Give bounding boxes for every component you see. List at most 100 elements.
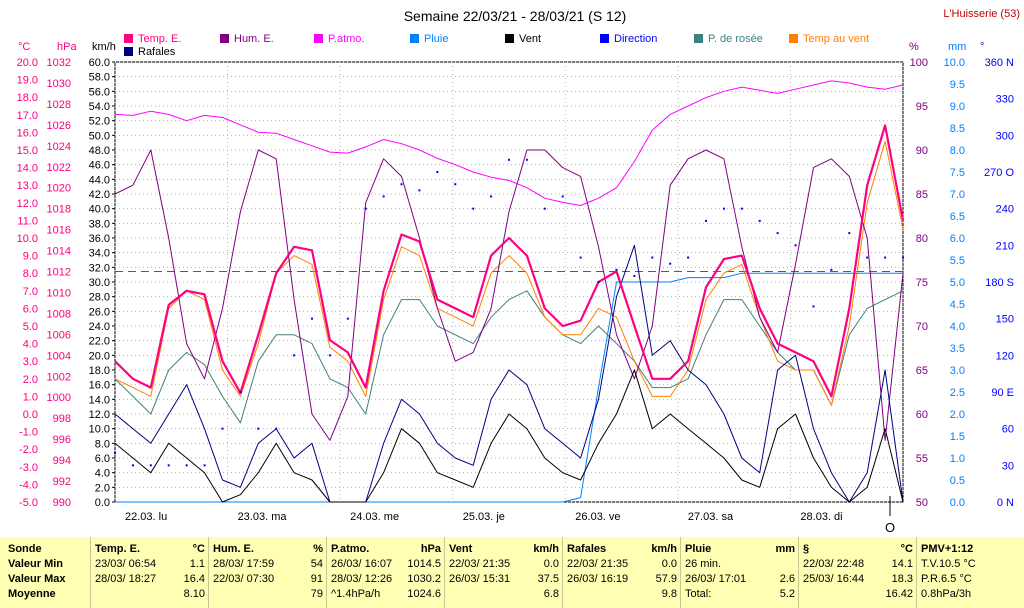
direction-point bbox=[543, 207, 546, 210]
y-tick-label-wind: 6.0 bbox=[95, 453, 110, 465]
summary-cell-value: 1030.2 bbox=[407, 573, 441, 585]
summary-cell-value: 54 bbox=[310, 558, 323, 570]
y-tick-label-rain: 6.0 bbox=[950, 233, 965, 245]
y-tick-label-press: 996 bbox=[53, 434, 71, 446]
summary-cell: 26/03/ 15:31 37.5 bbox=[449, 572, 559, 586]
y-tick-label-temp: -4.0 bbox=[19, 479, 38, 491]
series-line bbox=[114, 290, 904, 424]
y-tick-label-rain: 8.0 bbox=[950, 145, 965, 157]
summary-cell: ^1.4hPa/h 1024.6 bbox=[331, 587, 441, 601]
summary-cell-label: 22/03/ 07:30 bbox=[213, 573, 275, 585]
y-tick-label-temp: 8.0 bbox=[23, 268, 38, 280]
summary-cell-value: 14.1 bbox=[891, 558, 913, 570]
y-tick-label-dir: 270 O bbox=[984, 167, 1014, 179]
y-tick-label-temp: 7.0 bbox=[23, 286, 38, 298]
summary-cell: 26/03/ 16:07 1014.5 bbox=[331, 557, 441, 571]
summary-cell: Total: 5.2 bbox=[685, 587, 795, 601]
y-tick-label-press: 992 bbox=[53, 476, 71, 488]
legend-swatch bbox=[600, 34, 609, 43]
summary-cell-label: P.R.6.5 °C bbox=[921, 573, 972, 585]
summary-header-unit: hPa bbox=[420, 543, 441, 555]
y-tick-label-wind: 24.0 bbox=[89, 321, 110, 333]
summary-cell: 26 min. bbox=[685, 557, 795, 571]
summary-cell: 23/03/ 06:54 1.1 bbox=[95, 557, 205, 571]
marker-symbol: O bbox=[885, 520, 895, 535]
y-tick-label-press: 1016 bbox=[47, 225, 71, 237]
summary-header-unit: mm bbox=[775, 543, 795, 555]
direction-point bbox=[812, 305, 815, 308]
y-tick-label-temp: 13.0 bbox=[17, 180, 38, 192]
series-line bbox=[114, 149, 904, 441]
direction-point bbox=[579, 256, 582, 259]
y-tick-label-hum: 70 bbox=[916, 321, 928, 333]
y-tick-label-wind: 20.0 bbox=[89, 350, 110, 362]
legend-label: Direction bbox=[614, 33, 657, 45]
summary-row-label: Valeur Min bbox=[4, 557, 86, 571]
y-tick-label-dir: 90 E bbox=[991, 387, 1014, 399]
legend-swatch bbox=[124, 34, 133, 43]
summary-header-unit: km/h bbox=[533, 543, 559, 555]
summary-cell-value: 91 bbox=[310, 573, 323, 585]
direction-point bbox=[848, 232, 851, 235]
summary-header-title: Temp. E. bbox=[95, 543, 141, 555]
direction-point bbox=[436, 171, 439, 173]
direction-point bbox=[794, 244, 797, 247]
summary-cell: 16.42 bbox=[803, 587, 913, 601]
row-label: Valeur Min bbox=[8, 558, 64, 570]
summary-cell: 28/03/ 12:26 1030.2 bbox=[331, 572, 441, 586]
direction-point bbox=[418, 189, 421, 192]
y-tick-label-hum: 60 bbox=[916, 409, 928, 421]
summary-header-unit: km/h bbox=[651, 543, 677, 555]
summary-header: P.atmo. hPa bbox=[331, 542, 441, 556]
summary-column: PMV+1:12 T.V.10.5 °C P.R.6.5 °C 0.8hPa/3h bbox=[916, 537, 1024, 608]
direction-point bbox=[705, 219, 707, 222]
y-tick-label-temp: 12.0 bbox=[17, 198, 38, 210]
y-tick-label-press: 1030 bbox=[47, 78, 71, 90]
y-tick-label-dir: 300 bbox=[996, 130, 1014, 142]
legend-label: P.atmo. bbox=[328, 33, 365, 45]
direction-point bbox=[687, 256, 690, 259]
y-tick-label-wind: 60.0 bbox=[89, 57, 110, 69]
series-line bbox=[114, 369, 904, 503]
y-tick-label-wind: 52.0 bbox=[89, 116, 110, 128]
y-tick-label-temp: 14.0 bbox=[17, 163, 38, 175]
y-tick-label-wind: 0.0 bbox=[95, 497, 110, 509]
y-tick-label-rain: 7.0 bbox=[950, 189, 965, 201]
y-tick-label-rain: 4.0 bbox=[950, 321, 965, 333]
x-tick-label: 24.03. me bbox=[350, 511, 399, 523]
y-tick-label-hum: 85 bbox=[916, 189, 928, 201]
y-tick-label-press: 1026 bbox=[47, 120, 71, 132]
y-tick-label-temp: 3.0 bbox=[23, 356, 38, 368]
row-label: Valeur Max bbox=[8, 573, 66, 585]
summary-header: Vent km/h bbox=[449, 542, 559, 556]
summary-cell-label: 28/03/ 18:27 bbox=[95, 573, 157, 585]
y-tick-label-wind: 2.0 bbox=[95, 482, 110, 494]
y-tick-label-dir: 30 bbox=[1002, 460, 1014, 472]
summary-column: Pluie mm 26 min. 26/03/ 17:01 2.6 Total: 5.2 bbox=[680, 537, 799, 608]
x-tick-label: 25.03. je bbox=[463, 511, 505, 523]
axis-unit-temp: °C bbox=[18, 41, 30, 53]
summary-header-title: Hum. E. bbox=[213, 543, 254, 555]
summary-cell-value: 57.9 bbox=[655, 573, 677, 585]
summary-cell: 79 bbox=[213, 587, 323, 601]
y-tick-label-wind: 48.0 bbox=[89, 145, 110, 157]
axis-unit-hum: % bbox=[909, 41, 919, 53]
direction-point bbox=[257, 427, 260, 430]
y-tick-label-press: 1028 bbox=[47, 99, 71, 111]
summary-cell-value: 1.1 bbox=[189, 558, 205, 570]
row-label: Moyenne bbox=[8, 588, 56, 600]
y-tick-label-wind: 50.0 bbox=[89, 130, 110, 142]
y-tick-label-temp: -3.0 bbox=[19, 462, 38, 474]
y-tick-label-dir: 60 bbox=[1002, 424, 1014, 436]
summary-cell-label: 26/03/ 17:01 bbox=[685, 573, 747, 585]
y-tick-label-temp: 10.0 bbox=[17, 233, 38, 245]
y-tick-label-wind: 44.0 bbox=[89, 174, 110, 186]
y-tick-label-dir: 180 S bbox=[985, 277, 1014, 289]
y-tick-label-press: 1022 bbox=[47, 162, 71, 174]
summary-cell-label: T.V.10.5 °C bbox=[921, 558, 976, 570]
y-tick-label-temp: 4.0 bbox=[23, 339, 38, 351]
summary-cell-label: 25/03/ 16:44 bbox=[803, 573, 865, 585]
summary-cell: 26/03/ 16:19 57.9 bbox=[567, 572, 677, 586]
y-tick-label-rain: 5.5 bbox=[950, 255, 965, 267]
legend-swatch bbox=[694, 34, 703, 43]
